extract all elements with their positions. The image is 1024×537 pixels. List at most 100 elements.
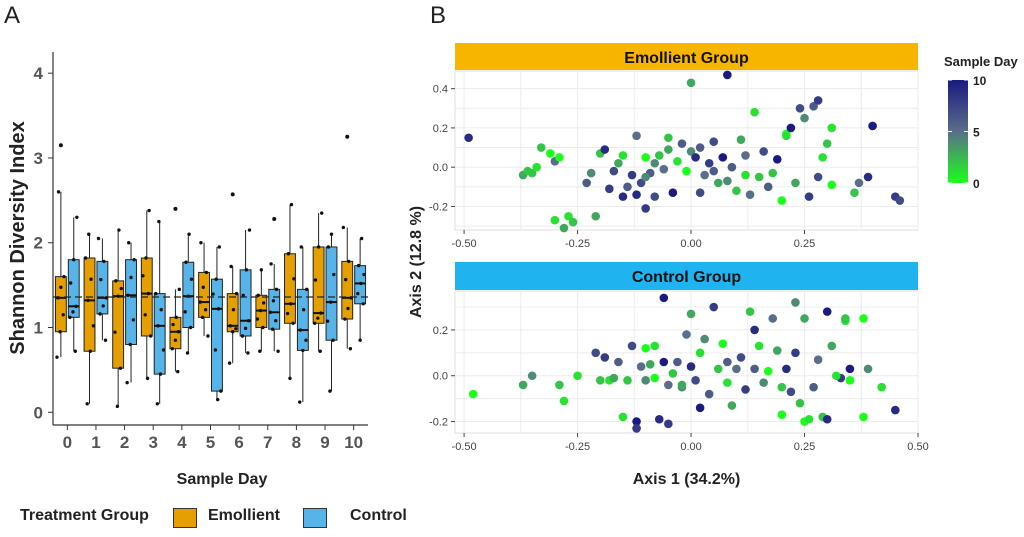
x-tick-label: -0.50	[452, 238, 477, 250]
pcoa-point-control	[795, 398, 805, 408]
box-emollient	[54, 276, 67, 333]
sample-dot	[240, 334, 245, 338]
pcoa-point-control	[573, 371, 582, 381]
pcoa-point-emollient	[582, 178, 591, 188]
sample-dot	[359, 236, 364, 241]
pcoa-point-emollient	[600, 145, 610, 154]
sample-dot	[89, 277, 93, 281]
colorbar-title: Sample Day	[944, 54, 1018, 69]
pcoa-chart: Emollient Group-0.50 -0.25 0.00 0.25-0.20.0…	[408, 43, 1018, 488]
pcoa-point-emollient	[659, 164, 669, 174]
pcoa-point-control	[827, 341, 837, 351]
sample-dot	[269, 262, 273, 266]
sample-dot	[346, 306, 350, 311]
sample-dot	[104, 296, 108, 300]
sample-dot	[55, 355, 59, 359]
pcoa-point-emollient	[863, 172, 873, 182]
pcoa-point-emollient	[605, 184, 614, 194]
sample-dot	[117, 228, 121, 232]
pcoa-point-emollient	[536, 143, 546, 152]
pcoa-point-control	[641, 343, 650, 353]
pcoa-point-control	[754, 341, 764, 351]
pcoa-point-emollient	[691, 153, 700, 162]
sample-dot	[98, 312, 102, 316]
sample-dot	[148, 334, 153, 338]
sample-dot	[176, 369, 180, 374]
sample-dot	[268, 310, 273, 314]
y-tick-label: 0.2	[433, 123, 448, 135]
pcoa-point-emollient	[895, 196, 905, 205]
pcoa-point-emollient	[650, 192, 660, 201]
sample-dot	[299, 245, 303, 249]
pcoa-point-control	[686, 362, 696, 371]
sample-dot	[230, 330, 235, 334]
pcoa-point-emollient	[609, 166, 619, 176]
sample-dot	[83, 256, 88, 260]
pcoa-point-emollient	[677, 139, 687, 148]
sample-dot	[71, 310, 75, 314]
sample-dot	[102, 259, 106, 264]
sample-dot	[200, 315, 205, 320]
pcoa-point-emollient	[713, 178, 723, 188]
sample-dot	[325, 319, 330, 323]
pcoa-point-control	[614, 357, 623, 367]
pcoa-point-emollient	[791, 178, 800, 188]
sample-dot	[341, 225, 346, 230]
sample-dot	[227, 361, 232, 365]
x-tick-label: 1	[91, 433, 100, 452]
sample-dot	[292, 277, 296, 281]
x-tick-label: 0.00	[680, 238, 701, 250]
x-tick-label: 0	[63, 433, 72, 452]
pcoa-point-control	[804, 414, 814, 424]
sample-dot	[75, 215, 79, 220]
pcoa-point-emollient	[664, 145, 673, 154]
sample-dot	[206, 334, 210, 338]
sample-dot	[256, 293, 260, 297]
pcoa-point-control	[736, 353, 746, 362]
pcoa-point-control	[732, 364, 741, 374]
x-tick-label: 0.50	[907, 441, 928, 453]
pcoa-point-control	[636, 362, 646, 371]
pcoa-point-control	[813, 355, 823, 365]
sample-dot	[188, 325, 193, 330]
pcoa-point-control	[723, 357, 732, 367]
pcoa-point-control	[845, 376, 855, 385]
pcoa-point-control	[877, 382, 886, 392]
pcoa-point-control	[659, 357, 669, 367]
sample-dot	[343, 317, 347, 321]
sample-dot	[161, 348, 166, 352]
sample-dot	[298, 400, 302, 404]
sample-dot	[243, 326, 248, 331]
pcoa-point-control	[709, 302, 719, 312]
pcoa-point-control	[695, 403, 705, 413]
y-axis-title: Axis 2 (12.8 %)	[408, 206, 425, 318]
x-tick-label: 9	[320, 433, 329, 452]
pcoa-point-control	[791, 298, 800, 307]
sample-dot	[176, 330, 181, 334]
sample-dot	[274, 319, 278, 323]
sample-dot	[125, 380, 129, 385]
sample-dot	[126, 293, 130, 297]
sample-dot	[289, 202, 294, 207]
pcoa-point-emollient	[727, 162, 737, 172]
y-tick-label: 0.2	[433, 325, 448, 337]
pcoa-point-emollient	[532, 162, 542, 172]
panel-b-label: B	[430, 2, 447, 29]
pcoa-point-emollient	[614, 158, 623, 168]
pcoa-point-emollient	[732, 186, 741, 196]
legend-swatch-emollient	[173, 508, 197, 528]
sample-dot	[316, 316, 320, 320]
pcoa-point-emollient	[686, 78, 696, 88]
pcoa-point-control	[691, 376, 700, 385]
sample-dot	[131, 318, 136, 322]
x-tick-label: 5	[206, 433, 215, 452]
pcoa-point-emollient	[546, 149, 555, 158]
pcoa-point-emollient	[641, 172, 650, 182]
sample-dot	[143, 313, 147, 317]
sample-dot	[103, 338, 108, 342]
pcoa-point-control	[559, 396, 569, 406]
box-control	[239, 269, 252, 337]
y-tick-label: 0.4	[433, 84, 448, 96]
sample-dot	[155, 402, 160, 406]
x-axis-title: Sample Day	[177, 471, 268, 488]
